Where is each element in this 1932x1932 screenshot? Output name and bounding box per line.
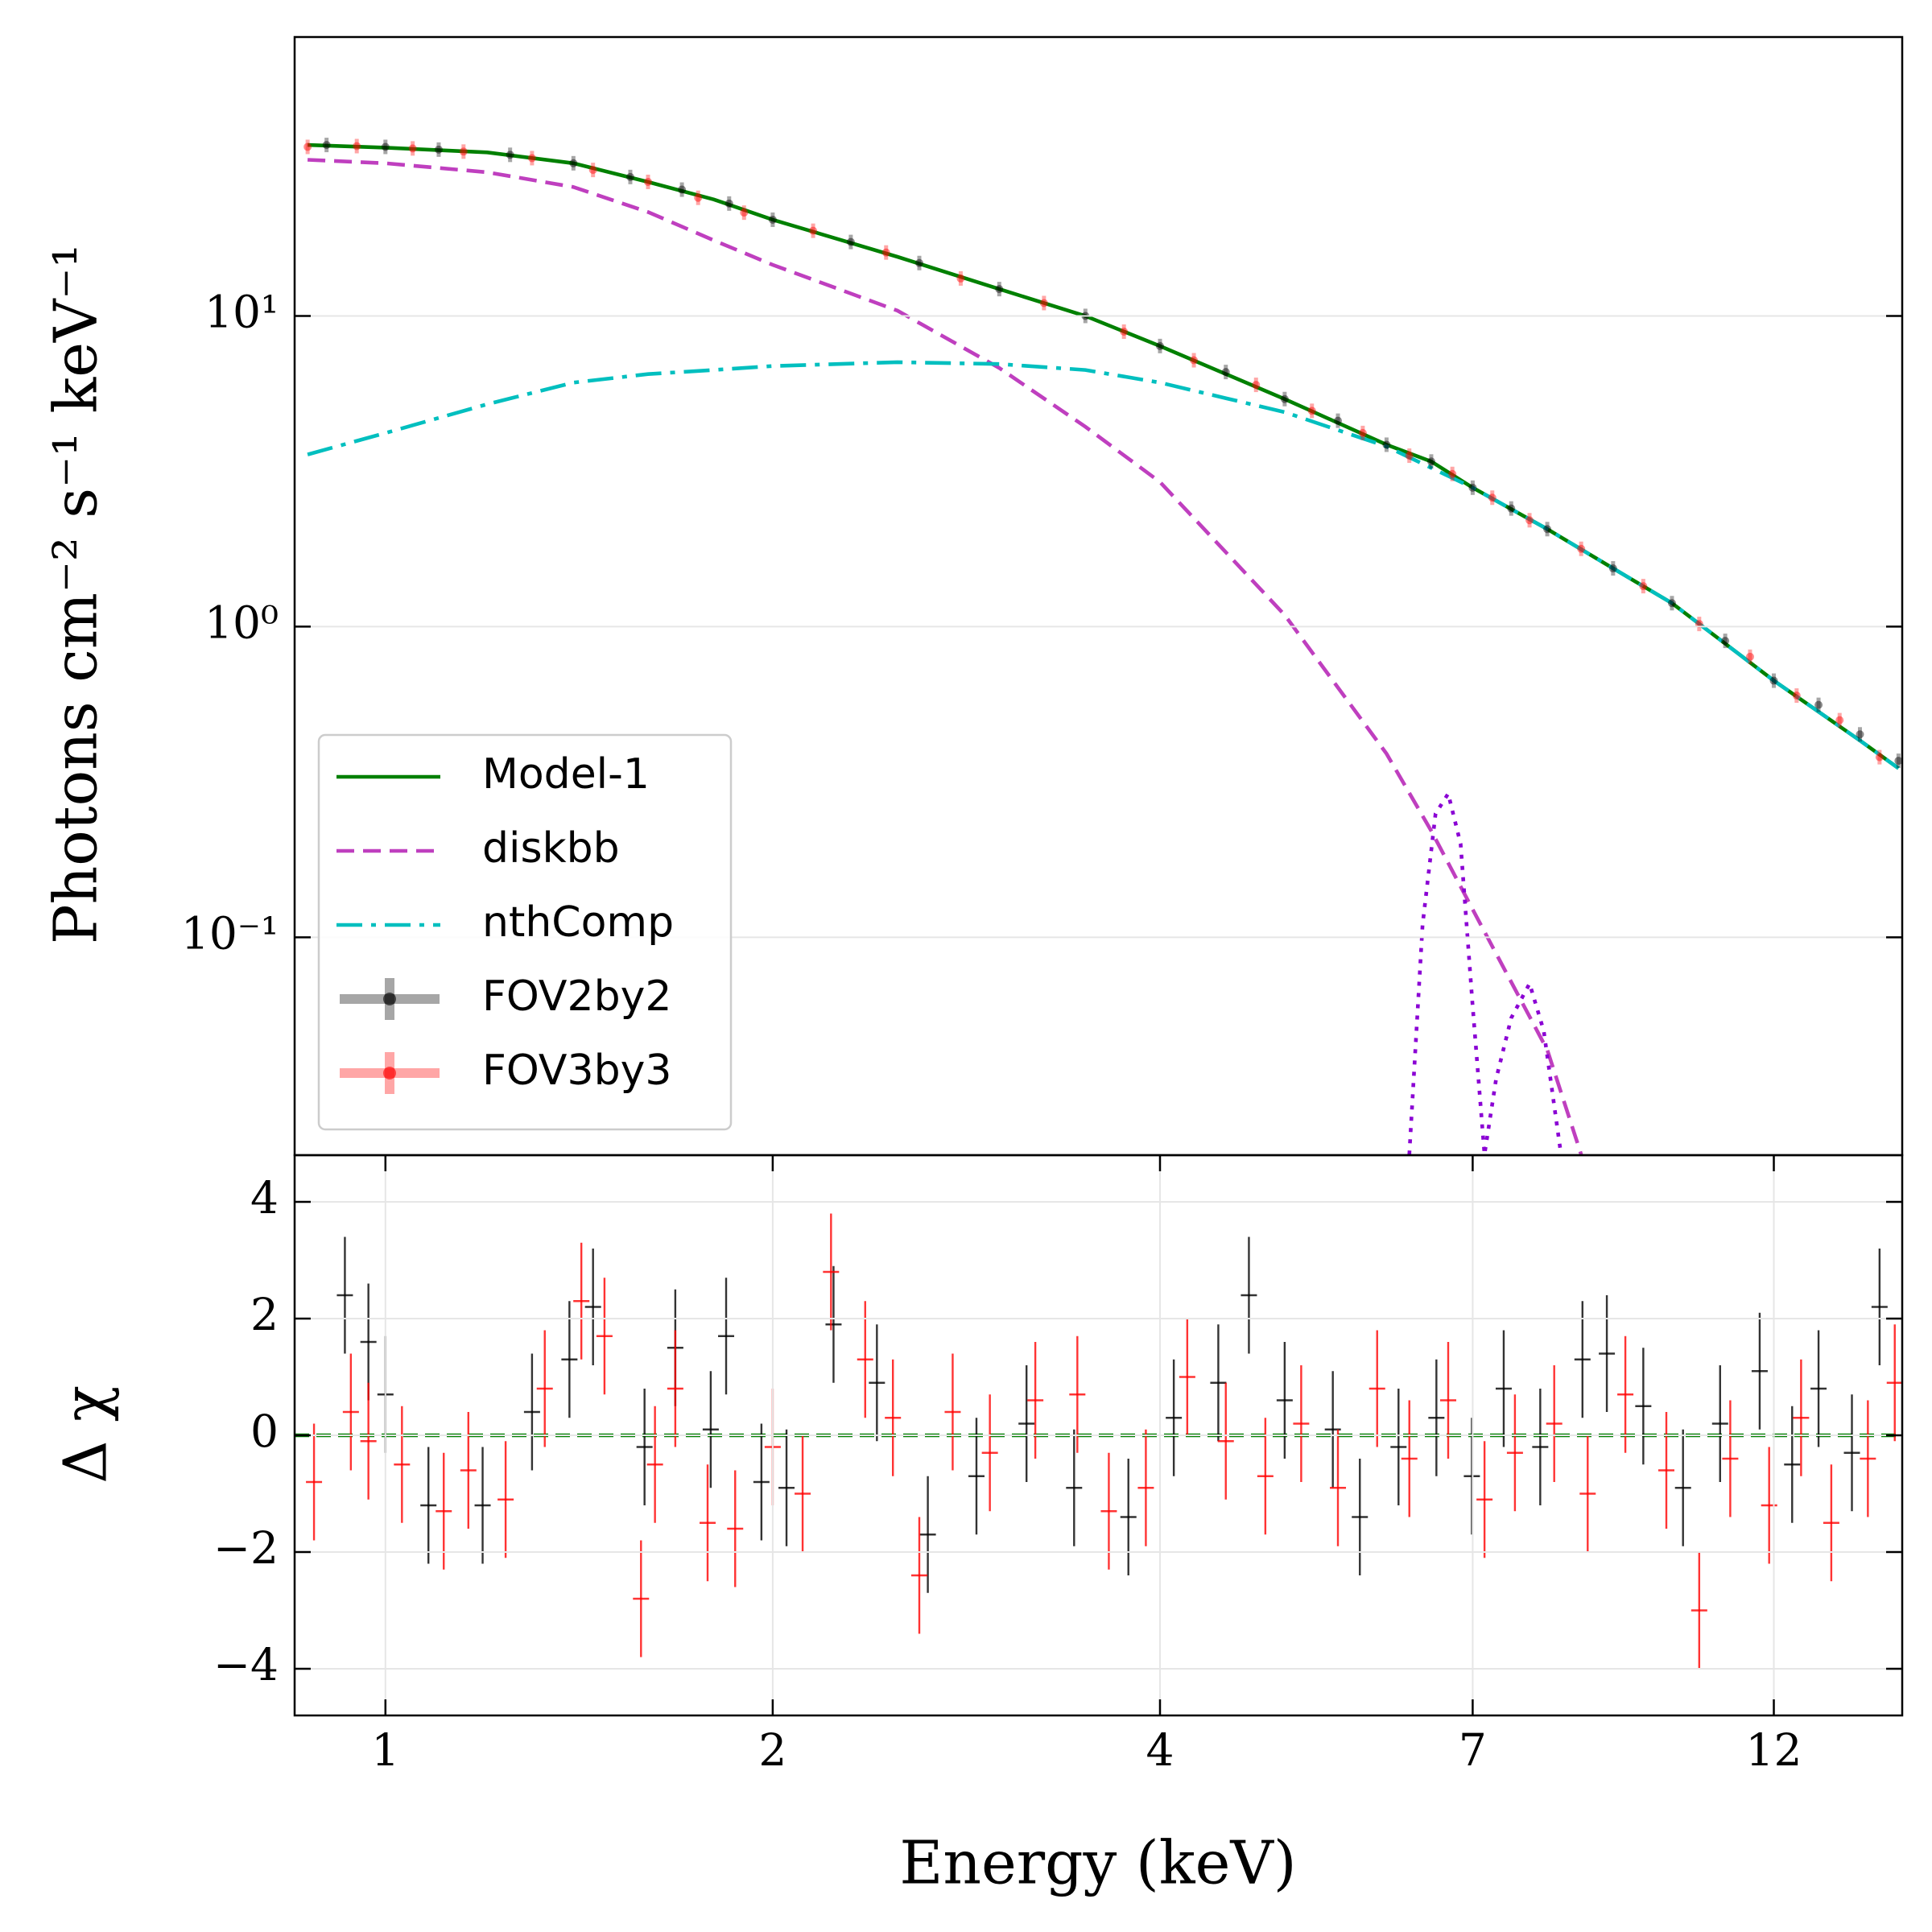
data-point xyxy=(625,172,634,181)
data-point xyxy=(724,199,733,208)
data-point xyxy=(569,159,578,167)
model-line xyxy=(307,158,1583,1155)
y-tick-label: 0 xyxy=(250,1406,279,1457)
y-axis-label: Photons cm⁻² s⁻¹ keV⁻¹ xyxy=(41,244,110,944)
legend-label: Model-1 xyxy=(482,750,650,799)
data-point xyxy=(809,226,818,235)
data-point xyxy=(1639,582,1648,591)
data-point xyxy=(303,142,312,151)
axes-frame xyxy=(293,1154,1904,1717)
data-point xyxy=(434,145,443,154)
data-point xyxy=(459,147,468,156)
data-point xyxy=(1543,525,1552,534)
model-line xyxy=(307,360,1900,770)
data-point xyxy=(1405,452,1414,460)
model-line xyxy=(308,142,1900,770)
x-tick-label: 2 xyxy=(758,1724,786,1776)
data-point xyxy=(1382,440,1391,449)
x-tick-label: 1 xyxy=(371,1724,399,1776)
data-point xyxy=(1334,416,1343,425)
legend-box xyxy=(317,733,733,1131)
data-point xyxy=(1358,428,1367,437)
data-point xyxy=(1814,700,1823,709)
legend-label: FOV2by2 xyxy=(482,972,671,1021)
legend-marker xyxy=(383,1067,396,1080)
data-point xyxy=(1280,394,1289,403)
data-point xyxy=(506,151,514,159)
data-point xyxy=(1190,356,1199,365)
data-point xyxy=(768,215,777,224)
residual-axis-label: Δ χ xyxy=(51,1385,120,1484)
data-point xyxy=(353,142,361,151)
data-point xyxy=(322,141,331,150)
plot-area xyxy=(303,138,1902,1155)
legend-marker xyxy=(383,993,396,1005)
x-tick-label: 12 xyxy=(1746,1724,1802,1776)
data-point xyxy=(914,258,923,267)
legend-label: diskbb xyxy=(482,824,620,873)
data-point xyxy=(1120,327,1129,336)
x-tick-label: 7 xyxy=(1459,1724,1487,1776)
data-point xyxy=(1307,407,1316,415)
y-tick-label: −2 xyxy=(213,1522,279,1574)
model-line xyxy=(1407,789,1563,1155)
data-point xyxy=(1745,652,1754,661)
data-point xyxy=(1835,716,1844,724)
data-point xyxy=(1507,504,1516,513)
data-point xyxy=(1577,544,1586,553)
data-point xyxy=(1721,637,1730,646)
plot-area xyxy=(295,1213,1902,1669)
data-point xyxy=(1155,341,1164,350)
data-point xyxy=(995,285,1004,294)
y-tick-label: 10¹ xyxy=(204,286,279,337)
data-point xyxy=(1667,599,1676,608)
y-tick-label: 4 xyxy=(250,1172,279,1224)
x-axis-label: Energy (keV) xyxy=(899,1828,1296,1897)
data-point xyxy=(588,166,597,175)
data-point xyxy=(1792,691,1801,700)
data-point xyxy=(408,144,417,153)
data-point xyxy=(1769,676,1778,685)
data-point xyxy=(1039,299,1048,308)
data-point xyxy=(1448,469,1457,478)
data-point xyxy=(527,154,536,163)
data-point xyxy=(644,177,653,186)
data-point xyxy=(1252,381,1261,390)
data-point xyxy=(1468,483,1477,492)
data-point xyxy=(1426,457,1435,466)
data-point xyxy=(1856,730,1864,739)
data-point xyxy=(694,193,703,202)
data-point xyxy=(1608,564,1617,573)
data-point xyxy=(1525,516,1534,525)
legend-label: FOV3by3 xyxy=(482,1046,671,1095)
data-point xyxy=(381,142,390,151)
data-point xyxy=(1894,757,1902,766)
data-point xyxy=(881,248,890,257)
y-tick-label: 10⁻¹ xyxy=(181,907,279,959)
y-tick-label: −4 xyxy=(213,1639,279,1690)
data-point xyxy=(1221,368,1230,377)
data-point xyxy=(846,237,855,246)
y-tick-label: 10⁰ xyxy=(204,597,279,648)
data-point xyxy=(1488,493,1496,502)
data-point xyxy=(1875,753,1884,762)
data-point xyxy=(740,208,749,217)
data-point xyxy=(956,274,965,283)
x-tick-label: 4 xyxy=(1146,1724,1174,1776)
data-point xyxy=(678,185,687,194)
legend-label: nthComp xyxy=(482,898,674,947)
y-tick-label: 2 xyxy=(250,1289,279,1340)
